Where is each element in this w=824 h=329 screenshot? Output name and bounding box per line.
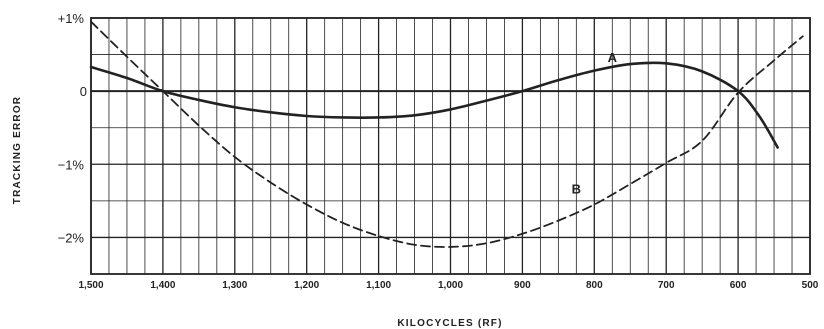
- x-tick-label: 1,200: [294, 280, 319, 291]
- x-tick-label: 700: [658, 280, 675, 291]
- series-line-a: [89, 61, 779, 149]
- series-line-b: [90, 20, 804, 248]
- y-tick-label: 0: [80, 84, 87, 99]
- x-tick-label: 1,000: [438, 280, 463, 291]
- y-axis-label: TRACKING ERROR: [12, 96, 23, 204]
- x-tick-label: 1,500: [78, 280, 103, 291]
- x-axis-label: KILOCYCLES (RF): [397, 318, 502, 329]
- y-tick-labels: +1% 0 −1% −2%: [58, 11, 87, 245]
- curve-label-a: A: [608, 50, 618, 65]
- x-tick-label: 1,300: [222, 280, 247, 291]
- x-tick-label: 1,100: [366, 280, 391, 291]
- y-tick-label: −1%: [58, 157, 85, 172]
- y-tick-label: −2%: [58, 230, 85, 245]
- x-tick-label: 500: [802, 280, 819, 291]
- y-tick-label: +1%: [58, 11, 85, 26]
- x-tick-label: 1,400: [150, 280, 175, 291]
- curve-annotations: AB: [572, 50, 618, 197]
- x-tick-labels: 1,500 1,400 1,300 1,200 1,100 1,000 900 800 700 6…: [78, 280, 818, 291]
- grid: [90, 17, 811, 275]
- x-tick-label: 800: [586, 280, 603, 291]
- curve-label-b: B: [572, 182, 581, 197]
- series-layer: [89, 20, 804, 248]
- x-tick-label: 900: [514, 280, 531, 291]
- plot-frame: [90, 17, 811, 275]
- x-tick-label: 600: [730, 280, 747, 291]
